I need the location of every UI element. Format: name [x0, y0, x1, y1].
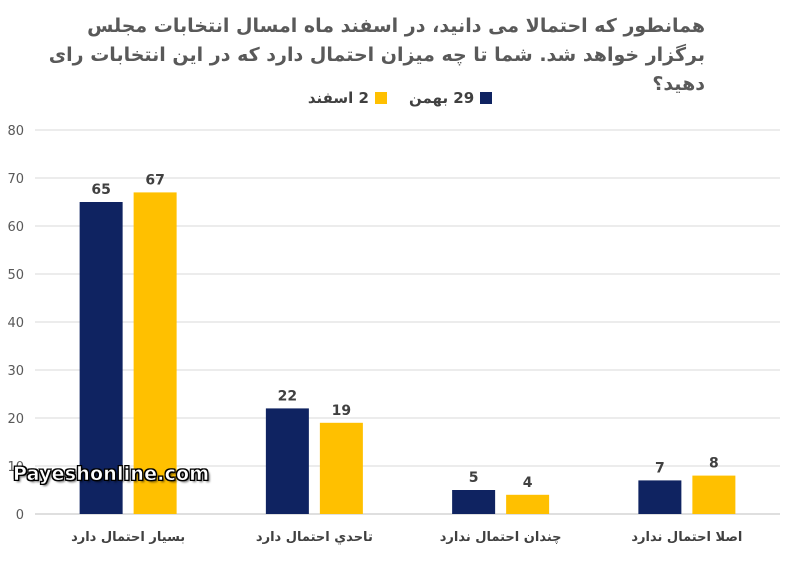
data-label: 65 [91, 182, 110, 198]
data-label: 67 [145, 172, 164, 188]
data-label: 19 [332, 403, 351, 419]
bar [452, 490, 496, 514]
bar [692, 475, 736, 514]
y-tick-label: 40 [7, 316, 24, 331]
data-label: 4 [523, 475, 533, 491]
legend-swatch-series-1 [480, 92, 493, 104]
bar [79, 202, 123, 514]
watermark: Payeshonline.com [13, 463, 210, 486]
y-tick-label: 60 [7, 220, 24, 235]
data-label: 5 [469, 470, 479, 486]
y-tick-label: 50 [7, 268, 24, 283]
y-tick-label: 0 [16, 508, 24, 523]
bar [265, 408, 309, 514]
x-category-label: بسیار احتمال دارد [71, 530, 185, 545]
legend: 29 بهمن 2 اسفند [0, 89, 800, 107]
bar [506, 494, 550, 514]
x-category-label: چندان احتمال ندارد [440, 530, 562, 545]
legend-label-series-1: 29 بهمن [408, 89, 475, 107]
y-tick-label: 10 [7, 460, 24, 475]
chart-title: همانطور که احتمالا می دانید، در اسفند ما… [48, 15, 705, 95]
bar [133, 192, 177, 514]
legend-item-series-2: 2 اسفند [308, 89, 387, 107]
legend-label-series-2: 2 اسفند [307, 89, 369, 107]
y-tick-label: 30 [7, 364, 24, 379]
x-category-label: اصلا احتمال ندارد [631, 530, 742, 545]
data-label: 22 [278, 388, 297, 404]
bar [319, 422, 363, 514]
bar [638, 480, 682, 514]
y-tick-label: 70 [7, 172, 24, 187]
y-tick-label: 80 [7, 124, 24, 139]
data-label: 8 [709, 456, 719, 472]
x-category-label: تاحدي احتمال دارد [256, 530, 373, 545]
legend-item-series-1: 29 بهمن [408, 89, 493, 107]
legend-swatch-series-2 [374, 92, 387, 104]
y-tick-label: 20 [7, 412, 24, 427]
data-label: 7 [655, 460, 665, 476]
